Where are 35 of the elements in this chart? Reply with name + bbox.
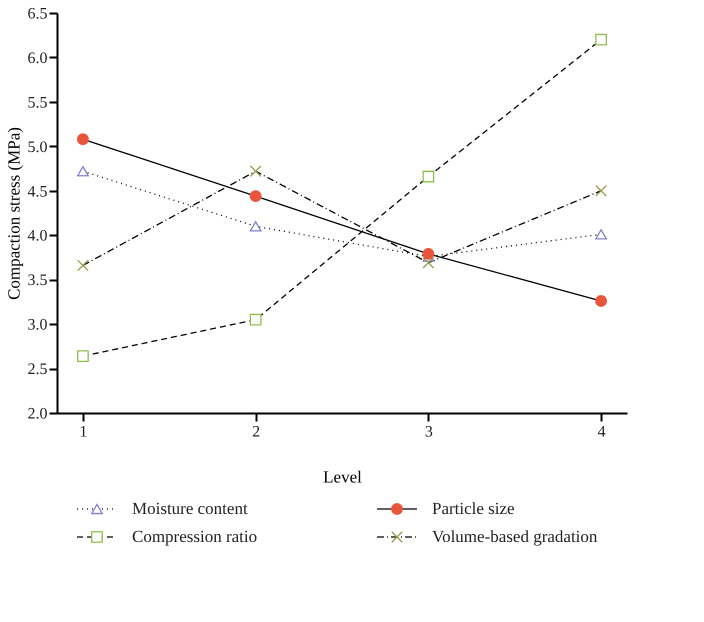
- x-tick-label: 2: [252, 424, 260, 440]
- y-tick-label: 5.5: [28, 94, 48, 112]
- point: [595, 229, 607, 240]
- x-tick-label: 3: [424, 424, 433, 440]
- y-tick-label: 5.0: [28, 138, 48, 156]
- y-tick-label: 6.5: [28, 6, 48, 22]
- point: [422, 248, 434, 260]
- x-tick-label: 1: [79, 424, 88, 440]
- point: [595, 295, 607, 307]
- legend-label: Particle size: [432, 499, 515, 518]
- point: [595, 184, 607, 197]
- point: [422, 256, 434, 269]
- point: [77, 260, 89, 272]
- point: [77, 166, 89, 176]
- x-axis-title: Level: [323, 468, 362, 486]
- y-tick-label: 6.0: [28, 50, 48, 67]
- point: [77, 133, 89, 146]
- y-tick-label: 3.0: [28, 316, 48, 334]
- point: [77, 350, 89, 362]
- point: [250, 314, 262, 326]
- point: [250, 221, 262, 232]
- y-tick-label: 2.0: [28, 406, 48, 422]
- point: [250, 165, 262, 178]
- point: [422, 170, 434, 182]
- legend-label: Compression ratio: [132, 527, 258, 546]
- x-tick-label: 4: [598, 424, 606, 440]
- y-tick-label: 3.5: [28, 272, 48, 290]
- legend-label: Volume-based gradation: [432, 527, 598, 546]
- y-tick-label: 4.0: [28, 228, 48, 245]
- point: [595, 34, 607, 46]
- y-axis-title: Compaction stress (MPa): [4, 127, 24, 300]
- point: [250, 190, 262, 202]
- legend-label: Moisture content: [132, 499, 248, 518]
- y-tick-label: 4.5: [28, 183, 48, 200]
- y-tick-label: 2.5: [28, 361, 48, 378]
